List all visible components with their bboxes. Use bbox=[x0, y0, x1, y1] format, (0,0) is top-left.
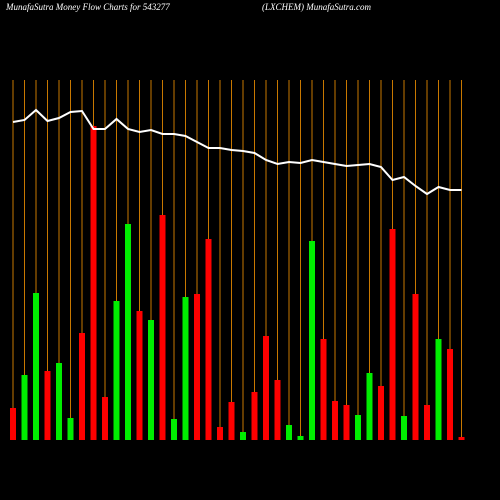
bar bbox=[309, 241, 315, 440]
bar bbox=[171, 419, 177, 440]
bar bbox=[435, 339, 442, 440]
bar bbox=[67, 418, 74, 440]
bar bbox=[21, 375, 28, 440]
bar bbox=[194, 294, 200, 440]
bar bbox=[320, 339, 327, 440]
bar bbox=[217, 427, 223, 440]
bar bbox=[228, 402, 235, 440]
bar bbox=[412, 294, 419, 440]
bar bbox=[332, 401, 338, 440]
price-line bbox=[12, 108, 462, 196]
bar bbox=[136, 311, 143, 440]
bar bbox=[263, 336, 269, 440]
bar bbox=[251, 392, 258, 440]
bar bbox=[205, 239, 212, 440]
bar bbox=[182, 297, 189, 440]
chart-title: MunafaSutra Money Flow Charts for 543277 bbox=[5, 2, 170, 12]
bar bbox=[113, 301, 120, 440]
bar bbox=[424, 405, 430, 440]
bar bbox=[240, 432, 246, 440]
bar bbox=[447, 349, 453, 440]
bar bbox=[79, 333, 85, 440]
chart-subtitle: (LXCHEM) MunafaSutra.com bbox=[262, 2, 371, 12]
bar bbox=[102, 397, 108, 440]
bar bbox=[10, 408, 16, 440]
bar bbox=[90, 126, 97, 440]
bar bbox=[297, 436, 304, 440]
bar bbox=[286, 425, 292, 440]
bar bbox=[458, 437, 465, 440]
bar bbox=[355, 415, 361, 440]
bar bbox=[159, 215, 166, 440]
bar bbox=[366, 373, 373, 440]
bar bbox=[378, 386, 384, 440]
bar bbox=[274, 380, 281, 440]
bar bbox=[33, 293, 39, 440]
bar bbox=[56, 363, 62, 440]
bar bbox=[44, 371, 51, 440]
bar bbox=[389, 229, 396, 440]
bar bbox=[125, 224, 131, 440]
bar bbox=[148, 320, 154, 440]
bar bbox=[401, 416, 407, 440]
bar bbox=[343, 405, 350, 440]
